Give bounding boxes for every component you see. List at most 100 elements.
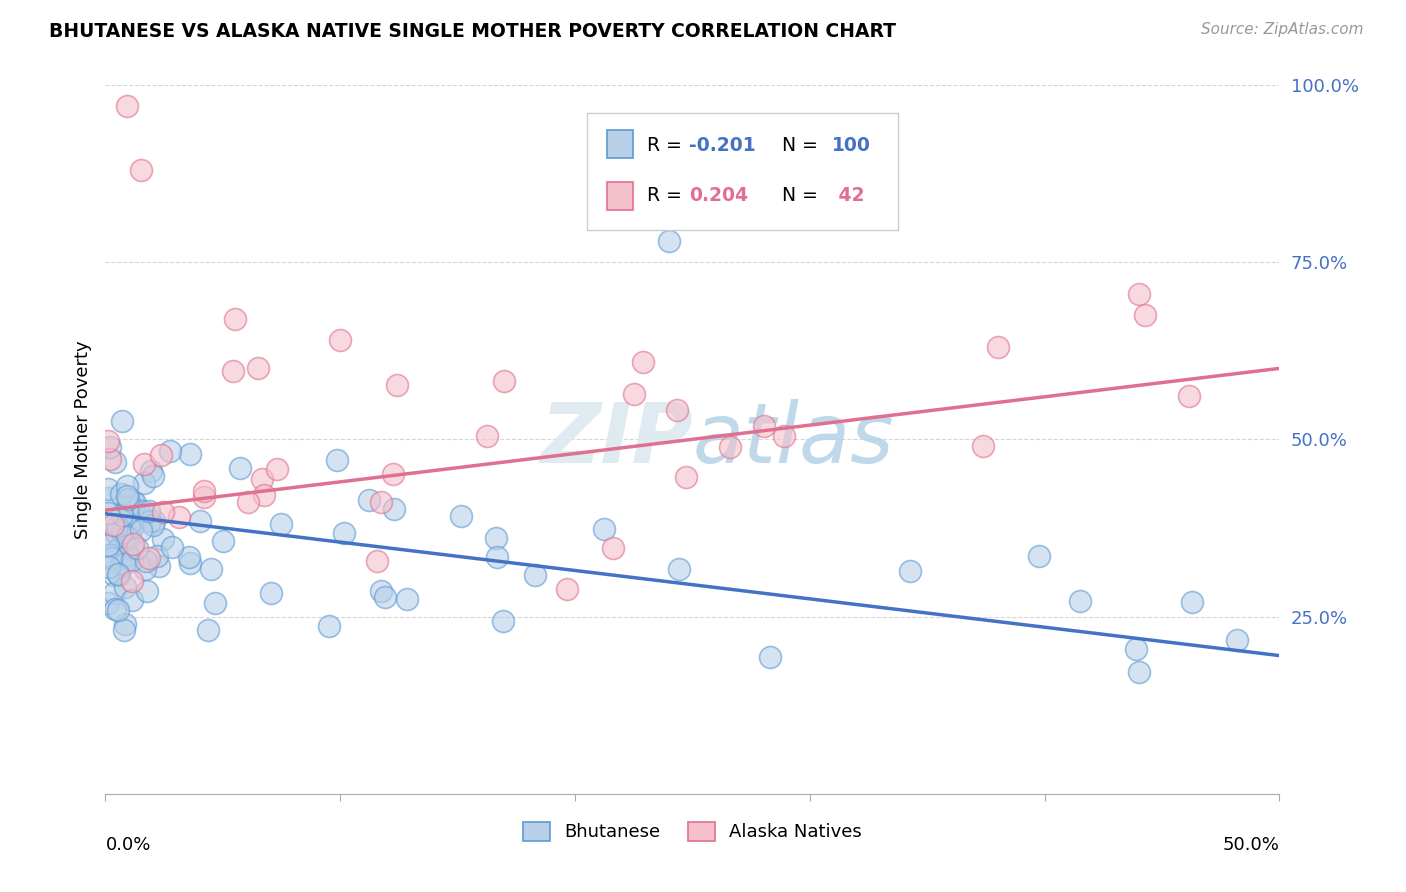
Point [658,234,681,248]
Point [117,491,139,506]
Point [333,525,356,540]
FancyBboxPatch shape [607,182,633,211]
Point [129,162,152,177]
Point [121,574,143,588]
Point [1178,389,1201,403]
Point [97,534,120,549]
Point [179,447,201,461]
Point [229,460,252,475]
Text: Source: ZipAtlas.com: Source: ZipAtlas.com [1201,22,1364,37]
Point [100,440,122,454]
Point [124,495,146,509]
Point [602,541,624,556]
Point [485,550,508,565]
Point [204,596,226,610]
Point [121,593,143,607]
Point [152,533,174,547]
Point [329,333,352,347]
Point [260,585,283,599]
Point [1128,287,1150,301]
Point [492,614,515,628]
Point [136,584,159,599]
Point [1135,309,1157,323]
Point [117,548,139,562]
Text: -0.201: -0.201 [689,136,755,155]
Point [675,470,697,484]
Point [381,467,404,482]
Text: 42: 42 [832,186,865,205]
Text: 0.204: 0.204 [689,186,748,205]
Point [100,548,122,562]
Point [138,550,160,565]
Point [236,495,259,509]
Point [103,586,125,600]
Point [366,554,388,568]
FancyBboxPatch shape [586,113,898,230]
Point [247,361,270,376]
Point [111,524,134,539]
Point [110,487,132,501]
Text: 0.0%: 0.0% [105,837,150,855]
Point [1028,549,1050,563]
Point [1181,595,1204,609]
Text: N =: N = [770,186,824,205]
Point [115,508,138,522]
Text: atlas: atlas [693,399,894,480]
Point [122,519,145,533]
Point [385,377,408,392]
Point [631,355,654,369]
Point [212,534,235,549]
Point [132,503,155,517]
Point [107,542,129,557]
Point [97,491,120,505]
Point [1125,641,1147,656]
Point [1128,665,1150,679]
Point [107,567,129,582]
Point [450,509,472,524]
Point [121,493,143,508]
FancyBboxPatch shape [607,130,633,159]
Point [179,556,201,570]
Point [152,505,174,519]
Point [129,524,152,538]
Point [759,650,782,665]
Point [115,99,138,113]
Point [972,439,994,453]
Text: BHUTANESE VS ALASKA NATIVE SINGLE MOTHER POVERTY CORRELATION CHART: BHUTANESE VS ALASKA NATIVE SINGLE MOTHER… [49,22,896,41]
Point [105,519,128,533]
Point [266,462,288,476]
Point [115,530,138,544]
Point [382,502,405,516]
Point [492,374,515,388]
Point [97,596,120,610]
Point [668,561,690,575]
Point [253,487,276,501]
Point [114,617,136,632]
Point [107,603,129,617]
Y-axis label: Single Mother Poverty: Single Mother Poverty [73,340,91,539]
Point [167,510,190,524]
Point [98,451,121,466]
Point [142,518,165,533]
Point [221,364,243,378]
Point [252,472,274,486]
Point [160,540,183,554]
Point [524,568,547,582]
Point [101,517,124,532]
Point [118,517,141,532]
Text: R =: R = [647,136,688,155]
Point [1225,633,1247,648]
Point [370,584,392,599]
Point [1069,593,1091,607]
Point [146,549,169,563]
Point [104,601,127,615]
Point [193,490,215,504]
Point [117,489,139,503]
Point [135,554,157,568]
Point [118,500,141,514]
Legend: Bhutanese, Alaska Natives: Bhutanese, Alaska Natives [516,815,869,848]
Point [114,541,136,556]
Point [125,541,148,556]
Point [720,440,742,454]
Point [326,453,349,467]
